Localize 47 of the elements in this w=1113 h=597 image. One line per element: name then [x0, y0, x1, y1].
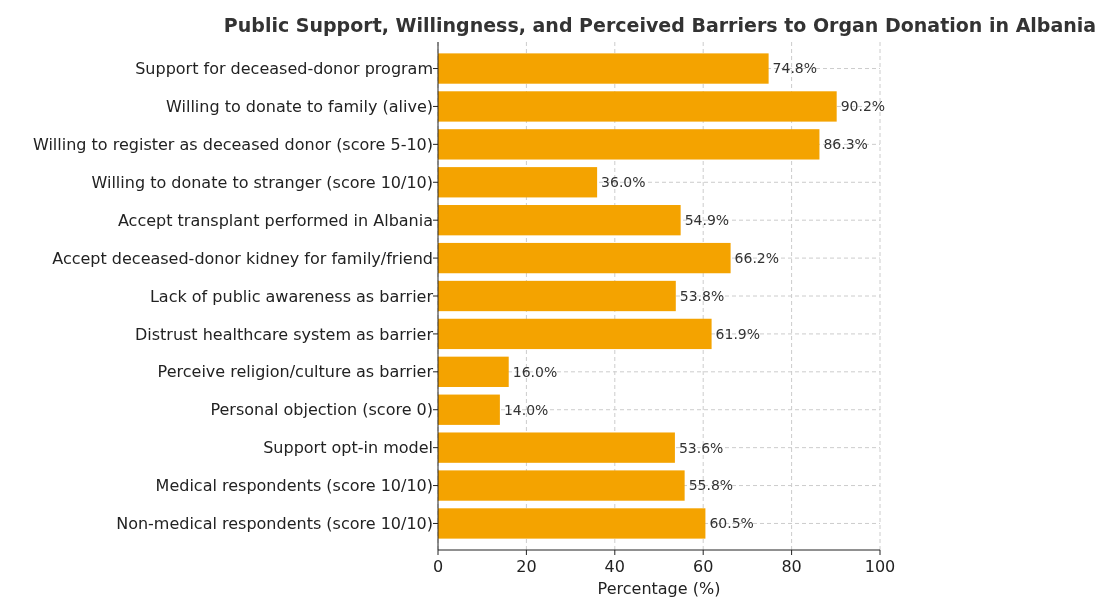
- bar: [438, 394, 500, 425]
- x-tick-label: 40: [604, 557, 625, 576]
- data-label: 53.6%: [678, 439, 724, 456]
- bar: [438, 470, 685, 501]
- y-tick-label: Medical respondents (score 10/10): [155, 476, 433, 496]
- data-label: 90.2%: [840, 98, 886, 115]
- x-tick-label: 100: [864, 557, 896, 576]
- data-label: 86.3%: [823, 136, 868, 153]
- bar: [438, 280, 676, 312]
- data-label: 61.9%: [715, 325, 761, 342]
- data-label: 53.8%: [679, 287, 725, 304]
- x-tick-label: 0: [432, 557, 444, 576]
- data-label: 16.0%: [512, 363, 558, 380]
- y-tick-label: Lack of public awareness as barrier: [149, 286, 434, 306]
- y-tick-label: Distrust healthcare system as barrier: [134, 324, 434, 344]
- bar: [438, 356, 509, 387]
- data-label: 36.0%: [601, 174, 646, 191]
- data-label: 55.8%: [688, 477, 734, 494]
- x-tick-label: 20: [516, 557, 537, 576]
- y-tick-label: Personal objection (score 0): [210, 400, 433, 420]
- bar: [438, 91, 837, 122]
- y-tick-label: Willing to donate to stranger (score 10/10): [91, 172, 433, 192]
- data-label: 74.8%: [772, 60, 818, 77]
- x-tick-label: 80: [781, 557, 802, 576]
- data-label: 54.9%: [684, 212, 730, 229]
- y-tick-label: Accept deceased-donor kidney for family/friend: [52, 248, 433, 268]
- y-tick-label: Willing to register as deceased donor (score 5-10): [32, 134, 433, 154]
- y-tick-label: Non-medical respondents (score 10/10): [116, 514, 433, 534]
- data-label: 14.0%: [503, 401, 549, 418]
- bar: [438, 432, 675, 463]
- y-tick-label: Support for deceased-donor program: [135, 59, 433, 79]
- bar: [438, 242, 731, 274]
- y-tick-label: Accept transplant performed in Albania: [117, 210, 433, 230]
- data-label: 60.5%: [709, 515, 754, 532]
- y-tick-label: Willing to donate to family (alive): [166, 97, 433, 117]
- bar: [438, 53, 769, 84]
- bar: [438, 205, 681, 236]
- bar: [438, 318, 712, 350]
- chart-title: Public Support, Willingness, and Perceived Barriers to Organ Donation in Albania: [223, 14, 1097, 36]
- x-axis-title: Percentage (%): [597, 579, 721, 597]
- data-label: 66.2%: [734, 249, 780, 266]
- y-tick-label: Perceive religion/culture as barrier: [157, 362, 434, 382]
- bar: [438, 508, 706, 539]
- y-tick-label: Support opt-in model: [263, 438, 433, 458]
- bar: [438, 129, 820, 160]
- bar: [438, 167, 598, 198]
- x-tick-label: 60: [693, 557, 714, 576]
